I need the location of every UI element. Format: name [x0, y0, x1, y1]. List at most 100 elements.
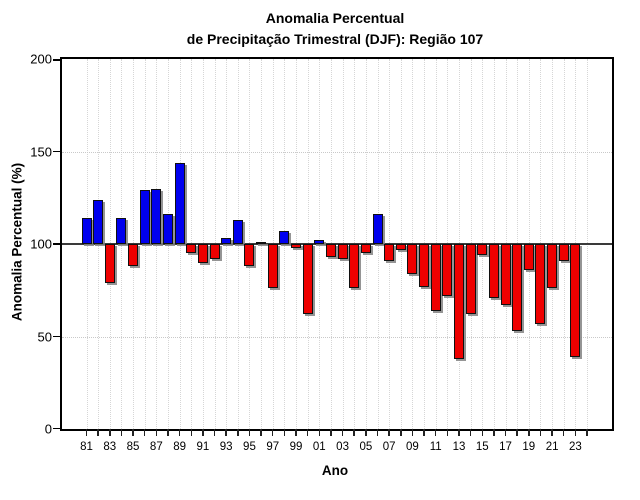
bar-84: [116, 218, 127, 244]
x-tick-label: 11: [429, 441, 442, 453]
bar-22: [558, 244, 569, 261]
y-axis-tick: [53, 335, 60, 338]
x-axis-tick: [120, 429, 123, 436]
x-tick-label: 99: [289, 441, 303, 453]
bar-21: [547, 244, 558, 289]
bar-91: [197, 244, 208, 263]
y-axis-tick: [53, 243, 60, 245]
y-tick-label: 200: [30, 51, 52, 67]
x-tick-label: 03: [336, 441, 349, 453]
y-axis-tick: [53, 150, 60, 153]
x-axis-tick: [376, 429, 379, 436]
x-axis-tick: [190, 429, 192, 436]
bar-08: [395, 244, 406, 250]
bar-89: [174, 162, 185, 244]
x-tick-label: 07: [382, 441, 396, 453]
x-axis-tick: [155, 429, 158, 436]
bar-87: [151, 188, 162, 244]
bar-04: [349, 244, 360, 289]
bar-01: [314, 240, 325, 244]
x-axis-tick: [248, 429, 251, 436]
bar-90: [186, 244, 197, 254]
x-tick-label: 21: [545, 441, 559, 453]
x-axis-tick: [318, 429, 321, 436]
x-axis-tick: [260, 429, 262, 436]
x-tick-label: 93: [219, 441, 233, 453]
bar-97: [267, 244, 278, 289]
x-axis-tick: [458, 429, 460, 436]
x-tick-label: 89: [173, 441, 186, 453]
x-axis-tick: [528, 429, 530, 436]
plot-area: 0 50 100 150 200 81 83 85 87 89 91 93 95 97 99 01 03 05 07…: [30, 52, 614, 453]
bar-20: [535, 244, 546, 324]
x-axis-tick: [330, 429, 332, 436]
x-axis-tick: [400, 429, 402, 436]
x-axis-tick: [446, 429, 449, 436]
bar-12: [442, 244, 453, 296]
y-axis-tick: [53, 59, 60, 61]
x-tick-label: 23: [568, 441, 582, 453]
bar-15: [477, 244, 488, 256]
x-tick-label: 05: [359, 441, 373, 453]
x-axis-tick: [178, 429, 181, 436]
bar-23: [570, 244, 581, 357]
horizontal-gridline: [62, 336, 612, 338]
bar-81: [81, 218, 92, 244]
bar-88: [162, 214, 173, 244]
x-tick-label: 01: [312, 441, 326, 453]
bar-99: [291, 244, 302, 248]
chart-title-line2: de Precipitação Trimestral (DJF): Região…: [186, 31, 484, 47]
bar-09: [407, 244, 418, 274]
y-tick-label: 100: [30, 236, 52, 252]
x-axis-tick: [213, 429, 216, 436]
baseline-100-line: [62, 243, 612, 245]
x-axis-tick: [504, 429, 507, 436]
bar-03: [337, 244, 348, 259]
x-axis-tick: [109, 429, 111, 436]
x-axis-tick: [469, 429, 472, 436]
bar-82: [93, 199, 104, 244]
bar-85: [128, 244, 139, 267]
x-axis-tick: [423, 429, 425, 436]
x-tick-label: 81: [80, 441, 93, 453]
x-axis-tick: [97, 429, 99, 436]
bar-00: [302, 244, 313, 315]
y-tick-label: 50: [37, 329, 52, 344]
bar-95: [244, 244, 255, 267]
x-tick-label: 95: [243, 441, 256, 453]
bar-11: [430, 244, 441, 311]
x-tick-label: 15: [475, 441, 489, 453]
horizontal-gridline: [62, 151, 612, 153]
x-axis-tick: [388, 429, 390, 436]
x-axis-tick: [237, 429, 239, 436]
y-axis-title: Anomalia Percentual (%): [9, 162, 25, 322]
bar-96: [256, 242, 267, 245]
x-axis-tick: [143, 429, 146, 436]
x-axis-tick: [202, 429, 204, 436]
bar-94: [232, 219, 243, 244]
bar-93: [221, 238, 232, 244]
chart-title-line1: Anomalia Percentual: [265, 10, 405, 26]
x-axis-tick: [132, 429, 134, 436]
bar-02: [325, 244, 336, 257]
chart-title: Anomalia Percentual de Precipitação Trim…: [60, 8, 610, 50]
x-tick-label: 85: [126, 441, 140, 453]
x-axis-tick: [574, 429, 577, 436]
bar-17: [500, 244, 511, 306]
y-tick-label: 0: [44, 421, 52, 437]
bar-18: [512, 244, 523, 331]
x-tick-label: 91: [196, 441, 210, 453]
x-axis-tick: [295, 429, 297, 436]
bar-16: [488, 244, 499, 298]
x-axis-tick: [539, 429, 542, 436]
bar-92: [209, 244, 220, 259]
x-axis-tick: [353, 429, 355, 436]
x-axis-tick: [562, 429, 565, 436]
x-axis-tick: [493, 429, 495, 436]
x-tick-label: 09: [406, 441, 419, 453]
bar-07: [384, 244, 395, 261]
x-tick-label: 97: [266, 441, 280, 453]
x-axis-title: Ano: [321, 463, 349, 478]
x-axis-tick: [283, 429, 286, 436]
